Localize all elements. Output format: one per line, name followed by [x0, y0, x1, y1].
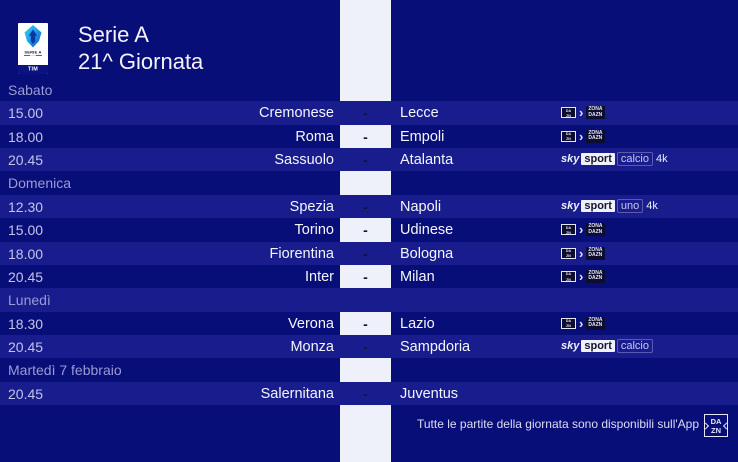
svg-text:SERIE A: SERIE A: [24, 50, 41, 55]
svg-text:TIM: TIM: [28, 66, 38, 72]
